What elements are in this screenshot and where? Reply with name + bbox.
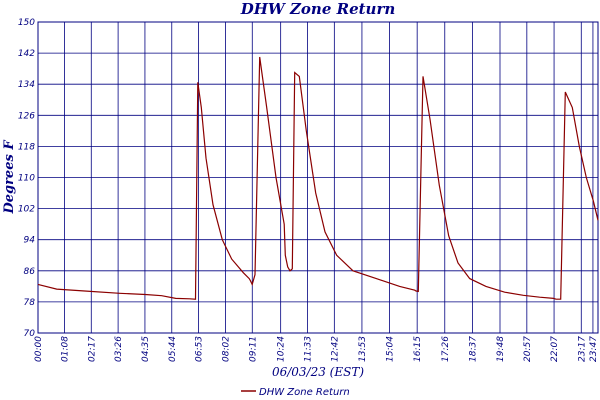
x-tick-label: 04:35 — [141, 336, 151, 362]
x-tick-label: 16:15 — [413, 336, 423, 362]
y-tick-label: 150 — [18, 18, 35, 28]
x-tick-label: 00:00 — [34, 336, 44, 362]
y-tick-label: 126 — [18, 111, 35, 121]
x-tick-label: 02:17 — [87, 336, 97, 362]
y-tick-label: 142 — [18, 49, 35, 59]
x-tick-label: 20:57 — [523, 336, 533, 362]
legend-label: DHW Zone Return — [259, 387, 350, 398]
x-axis-label: 06/03/23 (EST) — [272, 365, 364, 379]
y-tick-label: 78 — [24, 298, 36, 308]
grid-lines — [37, 21, 598, 334]
y-axis-label: Degrees F — [2, 140, 17, 215]
x-tick-label: 23:47 — [589, 336, 599, 362]
x-tick-label: 08:02 — [221, 336, 231, 362]
y-tick-label: 134 — [18, 80, 35, 90]
x-tick-label: 18:37 — [468, 336, 478, 362]
y-tick-label: 86 — [24, 267, 36, 277]
y-tick-label: 70 — [24, 329, 36, 339]
series-line-dhw-zone-return — [37, 56, 599, 300]
plot-frame — [37, 21, 599, 334]
y-tick-label: 102 — [18, 205, 35, 215]
x-tick-label: 22:07 — [550, 336, 560, 362]
y-axis-ticks: 70 78 86 94 102 110 118 126 134 142 150 — [18, 18, 35, 339]
y-tick-label: 110 — [18, 174, 35, 184]
x-tick-label: 23:17 — [577, 336, 587, 362]
y-tick-label: 94 — [24, 236, 36, 246]
x-tick-label: 12:42 — [330, 336, 340, 362]
x-tick-label: 11:33 — [304, 336, 314, 362]
x-tick-label: 01:08 — [60, 336, 70, 362]
x-tick-label: 06:53 — [195, 336, 205, 362]
x-axis-ticks: 00:00 01:08 02:17 03:26 04:35 05:44 06:53 08:02… — [34, 336, 599, 362]
x-tick-label: 10:24 — [277, 336, 287, 362]
chart-title: DHW Zone Return — [240, 0, 396, 18]
x-tick-label: 19:48 — [496, 336, 506, 362]
x-tick-label: 03:26 — [114, 336, 124, 362]
x-tick-label: 13:53 — [358, 336, 368, 362]
legend: DHW Zone Return — [241, 387, 350, 398]
x-tick-label: 17:26 — [441, 336, 451, 362]
y-tick-label: 118 — [18, 142, 35, 152]
x-tick-label: 15:04 — [386, 336, 396, 362]
x-tick-label: 05:44 — [168, 336, 178, 362]
x-tick-label: 09:11 — [248, 336, 258, 362]
